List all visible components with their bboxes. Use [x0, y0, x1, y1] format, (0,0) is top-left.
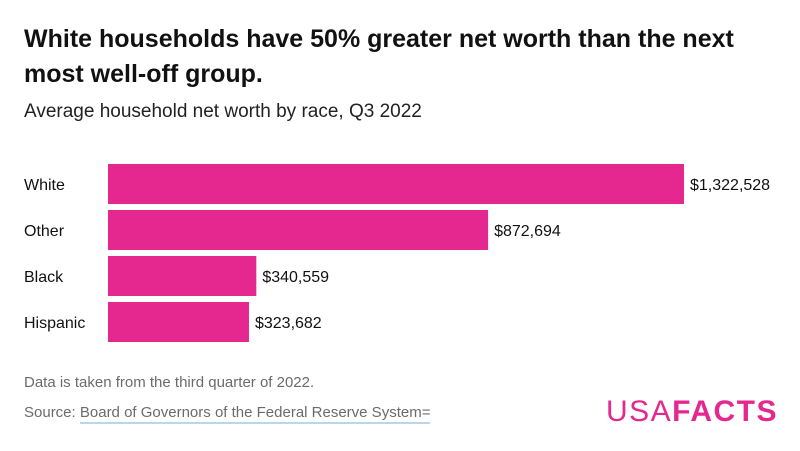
- chart-title: White households have 50% greater net wo…: [24, 25, 734, 88]
- bar-chart-svg: White $1,322,528 Other $872,694 Black $340,55…: [24, 164, 770, 342]
- category-label: Black: [24, 269, 64, 286]
- data-label: $872,694: [494, 223, 561, 240]
- data-label: $323,682: [255, 315, 322, 332]
- source-link[interactable]: Board of Governors of the Federal Reserv…: [79, 404, 431, 424]
- chart-subtitle: Average household net worth by race, Q3 …: [24, 101, 422, 122]
- bar[interactable]: [108, 210, 489, 250]
- logo-usa: USA: [605, 395, 673, 428]
- category-label: Other: [24, 223, 65, 240]
- data-note: Data is taken from the third quarter of …: [24, 374, 315, 391]
- bar-chart: White $1,322,528 Other $872,694 Black $340,55…: [0, 150, 800, 360]
- source-line: Source: Board of Governors of the Federa…: [24, 404, 431, 424]
- bar[interactable]: [108, 256, 257, 296]
- category-label: White: [24, 177, 65, 194]
- usafacts-logo[interactable]: USAFACTS: [606, 394, 778, 430]
- data-label: $340,559: [262, 269, 329, 286]
- bar[interactable]: [108, 302, 249, 342]
- bar[interactable]: [108, 164, 684, 204]
- source-prefix: Source:: [24, 404, 80, 421]
- category-label: Hispanic: [24, 315, 85, 332]
- data-label: $1,322,528: [690, 177, 770, 194]
- logo-facts: FACTS: [672, 395, 778, 428]
